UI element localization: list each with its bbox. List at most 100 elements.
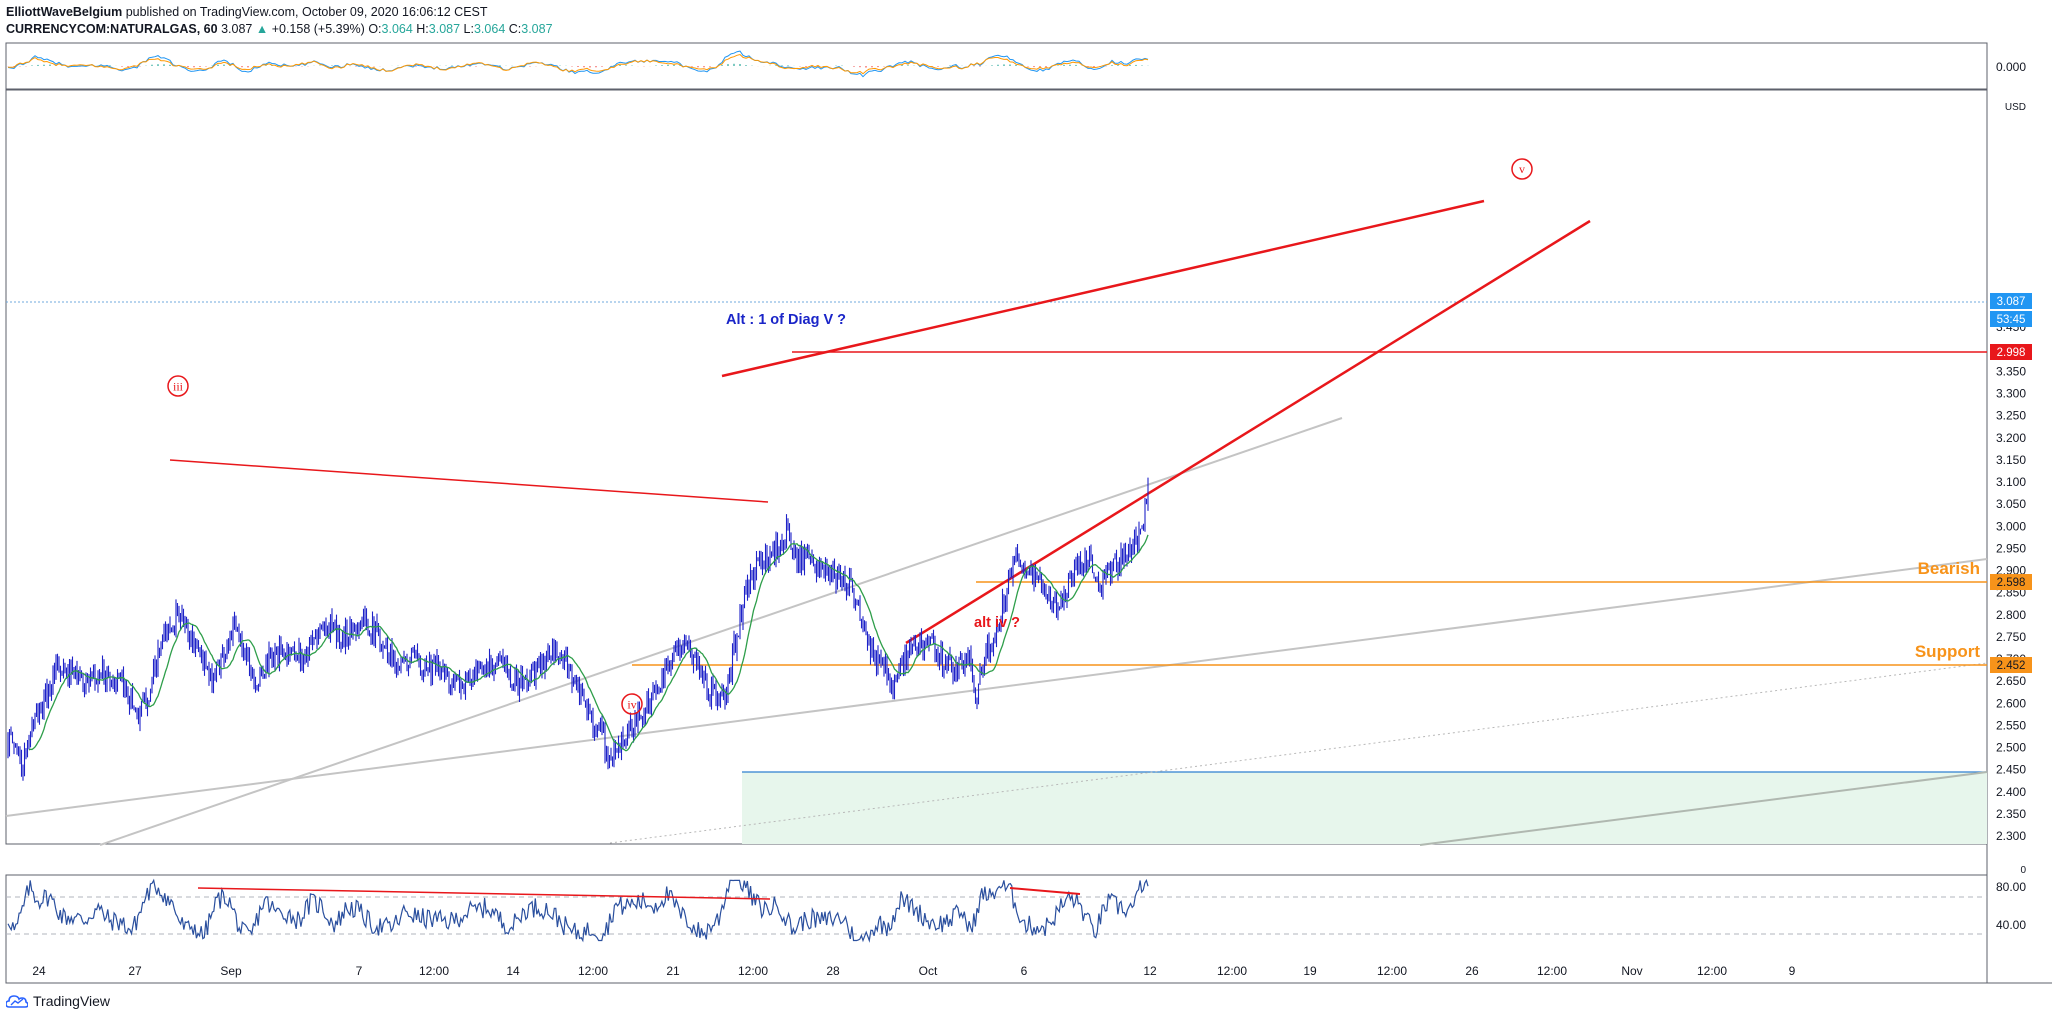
level-tag-2598: 2.598 [1990,574,2032,590]
time-tick-label: 21 [666,964,680,978]
time-tick-label: 14 [506,964,520,978]
header-line-1: ElliottWaveBelgium published on TradingV… [6,4,553,21]
price-tick-label: 2.500 [1996,741,2026,755]
level-tag-2598-text: 2.598 [1997,577,2026,589]
price-tick-label: 2.400 [1996,785,2026,799]
dotted-trendline [609,662,1988,844]
rsi-line [7,878,1149,943]
rsi-axis-0: 0 [2020,865,2026,876]
candle-wicks [7,477,1149,781]
label-bearish: Bearish [1918,559,1980,578]
time-axis[interactable]: 24 27 Sep 7 12:00 14 12:00 21 12:00 28 Oct 6 12 12:00… [32,964,1795,978]
annotation-alt-diag: Alt : 1 of Diag V ? [726,312,846,328]
price-axis-unit: USD [2005,102,2026,113]
moving-average-line [28,534,1149,752]
oscillator-panel-frame [5,42,1988,90]
wave-label-iii-text: iii [173,380,184,394]
price-tick-label: 2.450 [1996,763,2026,777]
published-text: published on TradingView.com, October 09… [125,5,488,19]
price-tick-label: 3.250 [1996,409,2026,423]
author-name[interactable]: ElliottWaveBelgium [6,5,123,19]
price-tick-label: 2.650 [1996,674,2026,688]
diagonal-upper-trendline [721,199,1485,378]
tradingview-brand-text: TradingView [33,993,111,1009]
wave-label-v: v [1511,158,1533,180]
level-tag-2452-text: 2.452 [1997,660,2026,672]
time-tick-label: 19 [1303,964,1317,978]
close-label: C: [508,22,522,36]
time-tick-label: 12:00 [1377,964,1407,978]
time-tick-label: 7 [356,964,363,978]
descending-resistance-line [169,459,769,503]
price-tick-label: 3.150 [1996,453,2026,467]
support-trendline [99,417,1343,846]
rsi-axis-40: 40.00 [1996,918,2026,932]
time-tick-label: Oct [919,964,938,978]
label-support: Support [1915,642,1980,661]
wave-label-iv: iv [621,693,643,715]
countdown-tag-text: 53:45 [1997,314,2026,326]
annotation-alt-iv: alt iv ? [974,615,1020,631]
price-tick-label: 2.950 [1996,541,2026,555]
wave-label-iv-text: iv [627,698,636,712]
price-candles [7,477,1149,781]
rsi-axis-80: 80.00 [1996,880,2026,894]
time-tick-label: 12 [1143,964,1157,978]
price-tick-label: 3.000 [1996,519,2026,533]
price-tick-label: 2.300 [1996,829,2026,843]
time-tick-label: 12:00 [419,964,449,978]
close-value: 3.087 [521,22,553,36]
price-tick-label: 3.300 [1996,387,2026,401]
level-tag-2452: 2.452 [1990,657,2032,673]
rsi-divergence-line-2 [1009,887,1081,895]
wave-label-v-text: v [1519,162,1525,176]
time-tick-label: 26 [1465,964,1479,978]
price-tick-label: 3.350 [1996,364,2026,378]
high-value: 3.087 [428,22,461,36]
low-value: 3.064 [473,22,506,36]
price-tick-label: 2.600 [1996,696,2026,710]
price-tick-label: 2.350 [1996,807,2026,821]
price-tick-label: 3.200 [1996,431,2026,445]
time-tick-label: 12:00 [738,964,768,978]
wave-label-iii: iii [167,375,189,397]
last-price-tag: 3.087 [1990,293,2032,309]
last-price: 3.087 [221,22,253,36]
time-tick-label: 9 [1789,964,1796,978]
open-value: 3.064 [381,22,413,36]
price-tick-label: 2.750 [1996,630,2026,644]
price-tick-label: 2.550 [1996,718,2026,732]
target-zone [742,772,1987,844]
last-price-tag-text: 3.087 [1997,296,2026,308]
change-arrow: ▲ [255,22,269,36]
oscillator-axis-zero: 0.000 [1996,60,2026,74]
lower-channel-trendline [5,558,1988,817]
green-zone-trendline [1419,771,1988,846]
time-tick-label: 24 [32,964,46,978]
time-tick-label: 12:00 [1697,964,1727,978]
time-tick-label: Nov [1621,964,1642,978]
time-tick-label: 6 [1021,964,1028,978]
high-label: H: [416,22,429,36]
time-tick-label: 12:00 [578,964,608,978]
tradingview-logo[interactable]: TradingView [6,993,110,1009]
oscillator-fast-line [7,50,1149,78]
oscillator-slow-line [8,53,1149,75]
change-value: +0.158 (+5.39%) [271,22,365,36]
oscillator-lines [7,50,1149,78]
tradingview-cloud-icon [6,995,28,1008]
time-tick-label: 28 [826,964,840,978]
time-tick-label: 12:00 [1217,964,1247,978]
price-tick-label: 3.100 [1996,475,2026,489]
diagonal-lower-trendline [905,219,1591,645]
price-tick-label: 3.050 [1996,497,2026,511]
symbol-name[interactable]: CURRENCYCOM:NATURALGAS, 60 [6,22,218,36]
level-tag-2998-text: 2.998 [1997,347,2026,359]
time-tick-label: 12:00 [1537,964,1567,978]
header-line-2: CURRENCYCOM:NATURALGAS, 60 3.087 ▲ +0.15… [6,21,553,38]
main-panel-frame [5,89,1988,845]
open-label: O: [368,22,382,36]
countdown-tag: 53:45 [1990,311,2032,327]
price-tick-label: 2.800 [1996,608,2026,622]
